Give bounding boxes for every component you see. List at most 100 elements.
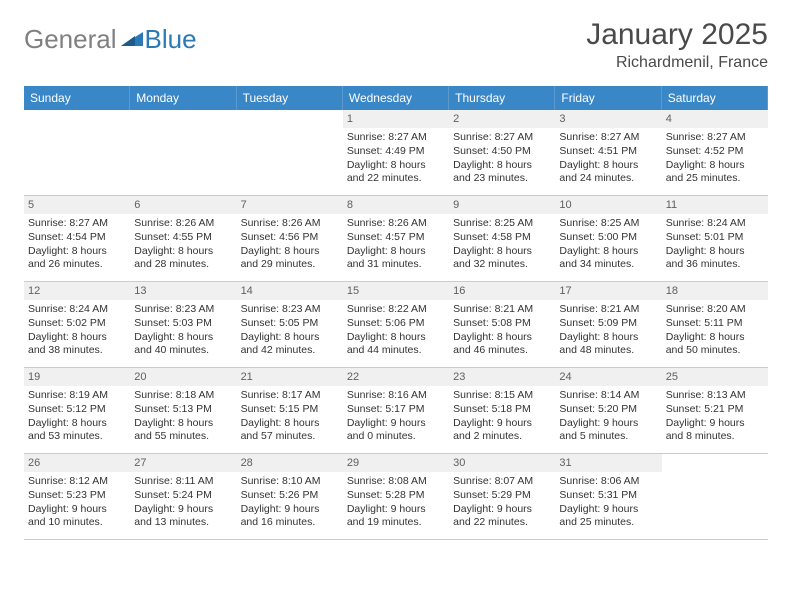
day-number: 23 <box>449 368 555 386</box>
header: General Blue January 2025 Richardmenil, … <box>24 18 768 72</box>
weekday-header: Thursday <box>449 86 555 110</box>
day-cell: 10 Sunrise: 8:25 AMSunset: 5:00 PMDayligh… <box>555 196 661 282</box>
day-cell: 28 Sunrise: 8:10 AMSunset: 5:26 PMDayligh… <box>237 454 343 540</box>
day-cell: 30 Sunrise: 8:07 AMSunset: 5:29 PMDayligh… <box>449 454 555 540</box>
day-cell: 20 Sunrise: 8:18 AMSunset: 5:13 PMDayligh… <box>130 368 236 454</box>
weekday-header: Saturday <box>662 86 768 110</box>
weekday-header: Monday <box>130 86 236 110</box>
day-cell: 22 Sunrise: 8:16 AMSunset: 5:17 PMDayligh… <box>343 368 449 454</box>
day-cell: 29Sunrise: 8:08 AMSunset: 5:28 PMDayligh… <box>343 454 449 540</box>
day-cell: 4 Sunrise: 8:27 AMSunset: 4:52 PMDaylight… <box>662 110 768 196</box>
weekday-header: Wednesday <box>343 86 449 110</box>
calendar-grid: SundayMondayTuesdayWednesdayThursdayFrid… <box>24 86 768 540</box>
day-info: Sunrise: 8:21 AMSunset: 5:09 PMDaylight:… <box>559 303 657 358</box>
day-cell: 7 Sunrise: 8:26 AMSunset: 4:56 PMDaylight… <box>237 196 343 282</box>
weekday-header: Sunday <box>24 86 130 110</box>
day-number: 22 <box>343 368 449 386</box>
day-number: 19 <box>24 368 130 386</box>
day-cell: 11 Sunrise: 8:24 AMSunset: 5:01 PMDayligh… <box>662 196 768 282</box>
day-number: 5 <box>24 196 130 214</box>
logo: General Blue <box>24 24 197 55</box>
day-number: 26 <box>24 454 130 472</box>
day-number: 6 <box>130 196 236 214</box>
day-number: 18 <box>662 282 768 300</box>
day-info: Sunrise: 8:26 AMSunset: 4:56 PMDaylight:… <box>241 217 339 272</box>
day-info: Sunrise: 8:19 AMSunset: 5:12 PMDaylight:… <box>28 389 126 444</box>
day-number: 11 <box>662 196 768 214</box>
day-number: 17 <box>555 282 661 300</box>
month-title: January 2025 <box>586 18 768 52</box>
empty-cell <box>24 110 130 196</box>
day-number: 15 <box>343 282 449 300</box>
title-block: January 2025 Richardmenil, France <box>586 18 768 72</box>
day-number: 14 <box>237 282 343 300</box>
day-cell: 1Sunrise: 8:27 AMSunset: 4:49 PMDaylight… <box>343 110 449 196</box>
day-number: 8 <box>343 196 449 214</box>
day-number: 1 <box>343 110 449 128</box>
day-info: Sunrise: 8:14 AMSunset: 5:20 PMDaylight:… <box>559 389 657 444</box>
day-number: 21 <box>237 368 343 386</box>
day-cell: 5 Sunrise: 8:27 AMSunset: 4:54 PMDaylight… <box>24 196 130 282</box>
day-number: 13 <box>130 282 236 300</box>
day-number: 24 <box>555 368 661 386</box>
day-number: 28 <box>237 454 343 472</box>
day-info: Sunrise: 8:25 AMSunset: 5:00 PMDaylight:… <box>559 217 657 272</box>
day-number: 12 <box>24 282 130 300</box>
day-info: Sunrise: 8:27 AMSunset: 4:50 PMDaylight:… <box>453 131 551 186</box>
day-cell: 23 Sunrise: 8:15 AMSunset: 5:18 PMDayligh… <box>449 368 555 454</box>
day-info: Sunrise: 8:25 AMSunset: 4:58 PMDaylight:… <box>453 217 551 272</box>
day-info: Sunrise: 8:26 AMSunset: 4:55 PMDaylight:… <box>134 217 232 272</box>
day-info: Sunrise: 8:06 AMSunset: 5:31 PMDaylight:… <box>559 475 657 530</box>
day-cell: 31 Sunrise: 8:06 AMSunset: 5:31 PMDayligh… <box>555 454 661 540</box>
empty-cell <box>662 454 768 540</box>
weekday-header: Tuesday <box>237 86 343 110</box>
day-info: Sunrise: 8:22 AMSunset: 5:06 PMDaylight:… <box>347 303 445 358</box>
day-number: 7 <box>237 196 343 214</box>
empty-cell <box>130 110 236 196</box>
day-info: Sunrise: 8:10 AMSunset: 5:26 PMDaylight:… <box>241 475 339 530</box>
day-cell: 17 Sunrise: 8:21 AMSunset: 5:09 PMDayligh… <box>555 282 661 368</box>
day-number: 31 <box>555 454 661 472</box>
day-number: 4 <box>662 110 768 128</box>
day-cell: 9 Sunrise: 8:25 AMSunset: 4:58 PMDaylight… <box>449 196 555 282</box>
day-number: 10 <box>555 196 661 214</box>
day-cell: 16 Sunrise: 8:21 AMSunset: 5:08 PMDayligh… <box>449 282 555 368</box>
day-cell: 26Sunrise: 8:12 AMSunset: 5:23 PMDayligh… <box>24 454 130 540</box>
day-cell: 19 Sunrise: 8:19 AMSunset: 5:12 PMDayligh… <box>24 368 130 454</box>
day-info: Sunrise: 8:18 AMSunset: 5:13 PMDaylight:… <box>134 389 232 444</box>
day-info: Sunrise: 8:15 AMSunset: 5:18 PMDaylight:… <box>453 389 551 444</box>
day-cell: 3 Sunrise: 8:27 AMSunset: 4:51 PMDaylight… <box>555 110 661 196</box>
day-info: Sunrise: 8:27 AMSunset: 4:51 PMDaylight:… <box>559 131 657 186</box>
day-info: Sunrise: 8:07 AMSunset: 5:29 PMDaylight:… <box>453 475 551 530</box>
day-cell: 8 Sunrise: 8:26 AMSunset: 4:57 PMDaylight… <box>343 196 449 282</box>
day-info: Sunrise: 8:21 AMSunset: 5:08 PMDaylight:… <box>453 303 551 358</box>
day-cell: 24 Sunrise: 8:14 AMSunset: 5:20 PMDayligh… <box>555 368 661 454</box>
day-number: 9 <box>449 196 555 214</box>
logo-triangle-icon <box>121 28 143 51</box>
day-cell: 14Sunrise: 8:23 AMSunset: 5:05 PMDayligh… <box>237 282 343 368</box>
location: Richardmenil, France <box>586 54 768 72</box>
day-cell: 2 Sunrise: 8:27 AMSunset: 4:50 PMDaylight… <box>449 110 555 196</box>
day-info: Sunrise: 8:13 AMSunset: 5:21 PMDaylight:… <box>666 389 764 444</box>
day-info: Sunrise: 8:20 AMSunset: 5:11 PMDaylight:… <box>666 303 764 358</box>
day-info: Sunrise: 8:23 AMSunset: 5:03 PMDaylight:… <box>134 303 232 358</box>
day-number: 2 <box>449 110 555 128</box>
day-info: Sunrise: 8:27 AMSunset: 4:54 PMDaylight:… <box>28 217 126 272</box>
day-number: 30 <box>449 454 555 472</box>
day-number: 16 <box>449 282 555 300</box>
day-number: 3 <box>555 110 661 128</box>
day-info: Sunrise: 8:11 AMSunset: 5:24 PMDaylight:… <box>134 475 232 530</box>
day-info: Sunrise: 8:16 AMSunset: 5:17 PMDaylight:… <box>347 389 445 444</box>
logo-text-blue: Blue <box>145 24 197 55</box>
day-info: Sunrise: 8:17 AMSunset: 5:15 PMDaylight:… <box>241 389 339 444</box>
logo-text-gray: General <box>24 24 117 55</box>
day-cell: 13 Sunrise: 8:23 AMSunset: 5:03 PMDayligh… <box>130 282 236 368</box>
day-info: Sunrise: 8:27 AMSunset: 4:52 PMDaylight:… <box>666 131 764 186</box>
weekday-header: Friday <box>555 86 661 110</box>
day-info: Sunrise: 8:24 AMSunset: 5:01 PMDaylight:… <box>666 217 764 272</box>
empty-cell <box>237 110 343 196</box>
day-info: Sunrise: 8:26 AMSunset: 4:57 PMDaylight:… <box>347 217 445 272</box>
day-cell: 25 Sunrise: 8:13 AMSunset: 5:21 PMDayligh… <box>662 368 768 454</box>
day-number: 20 <box>130 368 236 386</box>
day-number: 25 <box>662 368 768 386</box>
